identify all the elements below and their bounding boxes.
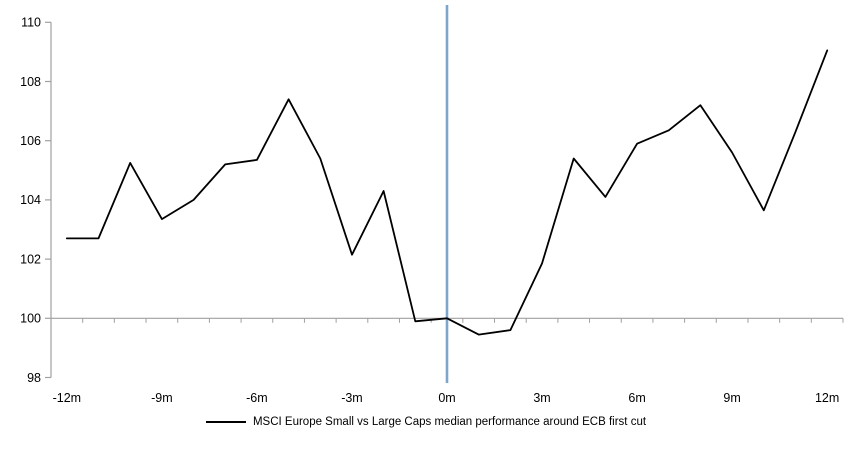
series-lines — [65, 49, 829, 336]
x-tick-label: 6m — [628, 391, 645, 405]
y-tick-label: 98 — [27, 371, 41, 385]
x-tick-label: 0m — [438, 391, 455, 405]
y-tick-label: 104 — [20, 193, 41, 207]
x-tick-label: 12m — [815, 391, 839, 405]
legend-label: MSCI Europe Small vs Large Caps median p… — [252, 416, 647, 428]
x-tick-label: 9m — [723, 391, 740, 405]
x-tick-label: -6m — [246, 391, 268, 405]
axes — [45, 21, 844, 379]
y-tick-label: 106 — [20, 134, 41, 148]
legend: MSCI Europe Small vs Large Caps median p… — [0, 416, 852, 428]
legend-line-sample-icon — [205, 421, 246, 423]
x-tick-label: -3m — [341, 391, 363, 405]
x-tick-label: -12m — [53, 391, 81, 405]
y-tick-label: 100 — [20, 312, 41, 326]
y-tick-label: 110 — [21, 16, 41, 30]
axis-tick-labels: 98 100 102 104 106 108 110 -12m -9m -6m -3m 0m 3m 6m 9… — [20, 16, 839, 405]
y-tick-label: 102 — [20, 252, 41, 266]
x-tick-label: -9m — [151, 391, 173, 405]
x-tick-label: 3m — [533, 391, 550, 405]
y-tick-label: 108 — [20, 75, 41, 89]
series-line — [65, 49, 829, 336]
